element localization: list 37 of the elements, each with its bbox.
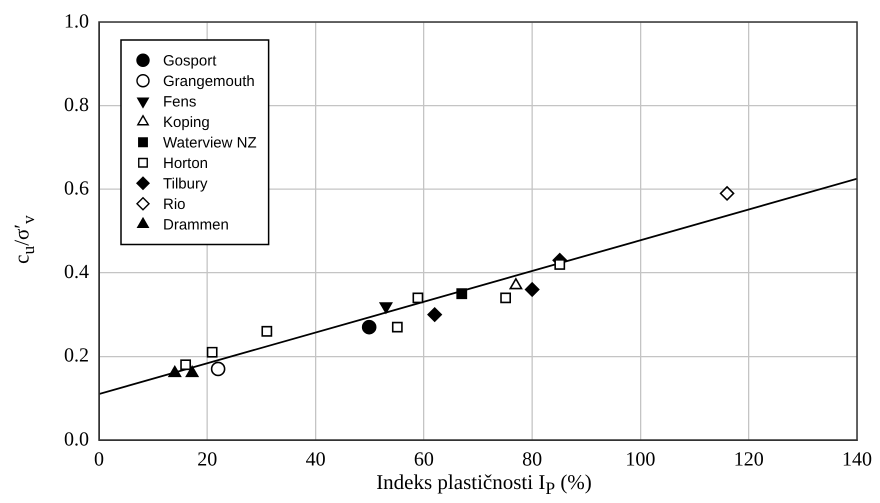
x-tick-label: 140 [842, 448, 872, 470]
point [720, 186, 734, 201]
legend-label: Drammen [163, 216, 229, 234]
y-tick-label: 0.2 [64, 344, 89, 367]
point [261, 326, 272, 337]
legend-label: Waterview NZ [163, 134, 257, 152]
point [554, 259, 566, 270]
point [206, 346, 218, 358]
x-tick-label: 0 [94, 448, 104, 470]
x-tick-label: 80 [522, 448, 542, 470]
y-tick-label: 0.8 [64, 94, 89, 116]
legend-label: Grangemouth [163, 72, 255, 90]
y-tick-label: 0.6 [64, 177, 89, 200]
point [427, 307, 442, 322]
y-tick-label: 1.0 [64, 10, 89, 32]
x-tick-label: 100 [625, 448, 656, 470]
x-tick-label: 120 [734, 448, 764, 470]
legend-label: Tilbury [163, 175, 208, 192]
x-tick-label: 40 [306, 448, 326, 470]
point [392, 322, 403, 333]
legend-label: Rio [163, 196, 186, 213]
point [412, 292, 424, 304]
point [180, 359, 192, 370]
legend-label: Gosport [163, 52, 218, 70]
y-tick-label: 0.4 [64, 261, 89, 284]
point [362, 320, 376, 334]
point [456, 288, 468, 300]
x-axis-title: Indeks plastičnosti I$_{P}$ (%) [375, 470, 593, 500]
y-tick-label: 0.0 [64, 428, 89, 450]
x-tick-label: 60 [414, 448, 434, 470]
legend-label: Koping [163, 114, 210, 131]
legend-label: Fens [163, 93, 196, 110]
point [210, 362, 226, 376]
point [524, 282, 540, 297]
point [500, 292, 512, 304]
x-tick-label: 20 [197, 448, 218, 470]
legend-label: Horton [163, 154, 208, 172]
